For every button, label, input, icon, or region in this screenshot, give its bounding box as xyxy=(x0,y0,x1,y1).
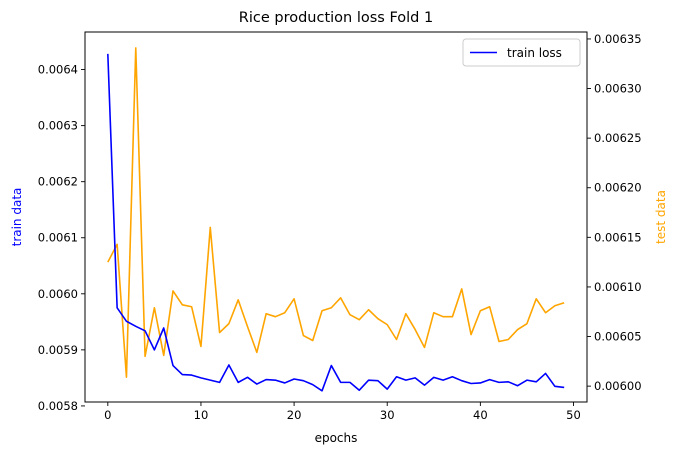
left-y-tick-label: 0.0058 xyxy=(38,399,78,413)
right-y-tick-label: 0.00600 xyxy=(594,379,642,393)
right-y-tick-label: 0.00605 xyxy=(594,330,642,344)
right-y-tick-label: 0.00615 xyxy=(594,230,642,244)
x-tick-label: 10 xyxy=(194,408,209,422)
chart-title: Rice production loss Fold 1 xyxy=(239,10,433,26)
left-y-tick-label: 0.0063 xyxy=(38,119,78,133)
right-y-tick-label: 0.00635 xyxy=(594,32,642,46)
right-y-tick-label: 0.00625 xyxy=(594,131,642,145)
left-y-axis: 0.0058 0.0059 0.0060 0.0061 0.0062 0.0063 0.00… xyxy=(38,63,85,413)
legend: train loss xyxy=(462,38,581,67)
x-tick-label: 50 xyxy=(566,408,581,422)
test-loss-line xyxy=(107,47,565,379)
axes-frame xyxy=(84,31,588,403)
left-y-axis-label: train data xyxy=(10,188,24,247)
left-y-tick-label: 0.0059 xyxy=(38,343,78,357)
plot-area xyxy=(84,31,588,403)
x-tick-label: 30 xyxy=(380,408,395,422)
left-y-tick-label: 0.0064 xyxy=(38,63,78,77)
legend-box xyxy=(462,38,581,67)
x-axis: 0 10 20 30 40 50 xyxy=(104,402,581,422)
x-tick-label: 40 xyxy=(473,408,488,422)
left-y-tick-label: 0.0061 xyxy=(38,231,78,245)
x-tick-label: 20 xyxy=(287,408,302,422)
right-y-axis: 0.00600 0.00605 0.00610 0.00615 0.00620 0.006… xyxy=(587,32,642,393)
left-y-tick-label: 0.0062 xyxy=(38,175,78,189)
train-loss-line xyxy=(107,53,565,392)
series-layer xyxy=(107,47,565,392)
right-y-tick-label: 0.00610 xyxy=(594,280,642,294)
x-tick-label: 0 xyxy=(104,408,111,422)
right-y-tick-label: 0.00620 xyxy=(594,181,642,195)
right-y-axis-label: test data xyxy=(654,190,668,244)
x-axis-label: epochs xyxy=(315,431,358,445)
right-y-tick-label: 0.00630 xyxy=(594,82,642,96)
left-y-tick-label: 0.0060 xyxy=(38,287,78,301)
legend-label-train-loss: train loss xyxy=(507,46,562,60)
